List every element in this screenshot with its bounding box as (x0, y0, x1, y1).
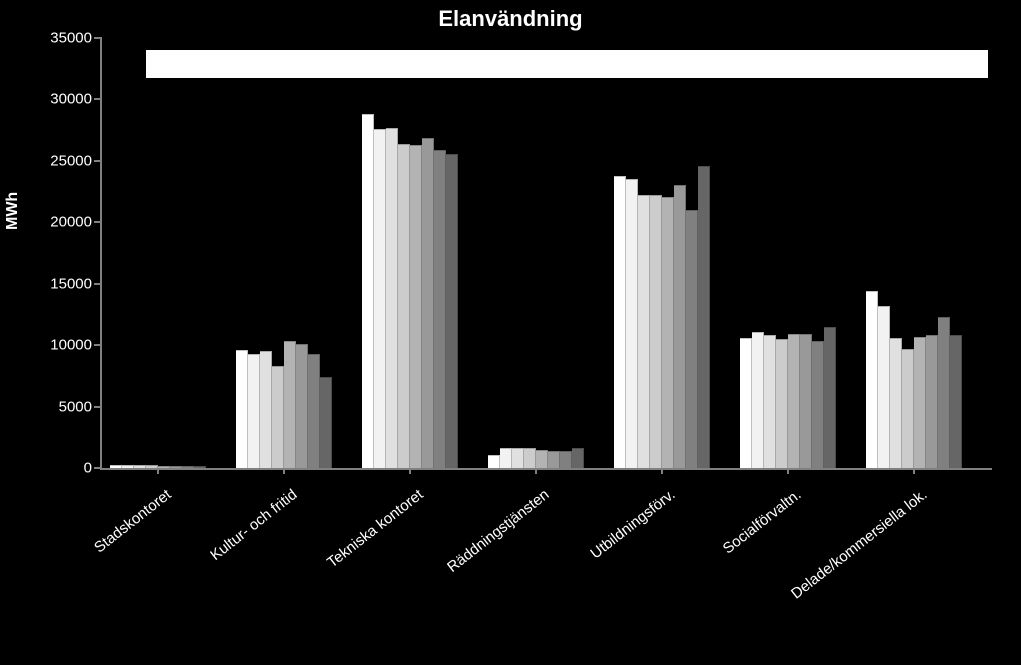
bar (248, 354, 260, 468)
bar (686, 210, 698, 468)
bar (500, 448, 512, 468)
bar (272, 366, 284, 468)
bar-group (614, 38, 710, 468)
bar (182, 466, 194, 468)
y-tick (94, 98, 102, 100)
bar (878, 306, 890, 468)
bar-group (110, 38, 206, 468)
bar (548, 451, 560, 468)
bar (890, 338, 902, 468)
bar-group (362, 38, 458, 468)
plot-area: 05000100001500020000250003000035000 (100, 38, 992, 470)
bar (776, 339, 788, 468)
bar (866, 291, 878, 468)
bar-group (488, 38, 584, 468)
x-tick (157, 468, 159, 474)
y-tick (94, 406, 102, 408)
bar (950, 335, 962, 468)
y-tick (94, 283, 102, 285)
bar (374, 129, 386, 468)
y-tick (94, 221, 102, 223)
bar-group (236, 38, 332, 468)
y-tick-label: 15000 (32, 275, 92, 292)
bar (386, 128, 398, 468)
bar (308, 354, 320, 468)
bar (650, 195, 662, 468)
y-tick (94, 37, 102, 39)
chart-container: Elanvändning MWh 05000100001500020000250… (0, 0, 1021, 665)
bar (362, 114, 374, 468)
y-tick-label: 10000 (32, 337, 92, 354)
y-tick-label: 5000 (32, 398, 92, 415)
x-tick (535, 468, 537, 474)
bar (284, 341, 296, 468)
bar (788, 334, 800, 468)
bar (926, 335, 938, 468)
chart-title: Elanvändning (0, 6, 1021, 32)
bar (536, 450, 548, 468)
bar (434, 150, 446, 468)
y-tick (94, 467, 102, 469)
bar (296, 344, 308, 468)
bar (236, 350, 248, 468)
bar (134, 465, 146, 468)
bar (158, 466, 170, 468)
bar (320, 377, 332, 468)
bar (260, 351, 272, 468)
bar (614, 176, 626, 468)
bar (752, 332, 764, 468)
x-tick (787, 468, 789, 474)
bar (800, 334, 812, 468)
x-tick (283, 468, 285, 474)
bar (938, 317, 950, 468)
bar (194, 466, 206, 468)
bar (512, 448, 524, 468)
bar (662, 197, 674, 469)
bar-group (740, 38, 836, 468)
bar (638, 195, 650, 468)
bar (488, 455, 500, 468)
bar (698, 166, 710, 468)
y-tick (94, 160, 102, 162)
bar (410, 145, 422, 468)
bar (902, 349, 914, 468)
bar (824, 327, 836, 468)
y-axis-label: MWh (4, 192, 22, 230)
bar (626, 179, 638, 468)
bar (764, 335, 776, 468)
bar (398, 144, 410, 468)
y-tick-label: 20000 (32, 214, 92, 231)
y-tick-label: 30000 (32, 91, 92, 108)
bar (560, 451, 572, 468)
y-tick-label: 25000 (32, 152, 92, 169)
y-tick-label: 0 (32, 460, 92, 477)
bar (422, 138, 434, 468)
bar (170, 466, 182, 468)
x-tick (661, 468, 663, 474)
bar (740, 338, 752, 468)
bar (914, 337, 926, 468)
y-tick-label: 35000 (32, 30, 92, 47)
bar (446, 154, 458, 469)
y-tick (94, 344, 102, 346)
bar (572, 448, 584, 468)
bar (110, 465, 122, 468)
x-tick (913, 468, 915, 474)
bar (122, 465, 134, 468)
bar (524, 448, 536, 468)
bar (674, 185, 686, 468)
bar (812, 341, 824, 468)
bar-group (866, 38, 962, 468)
x-tick (409, 468, 411, 474)
